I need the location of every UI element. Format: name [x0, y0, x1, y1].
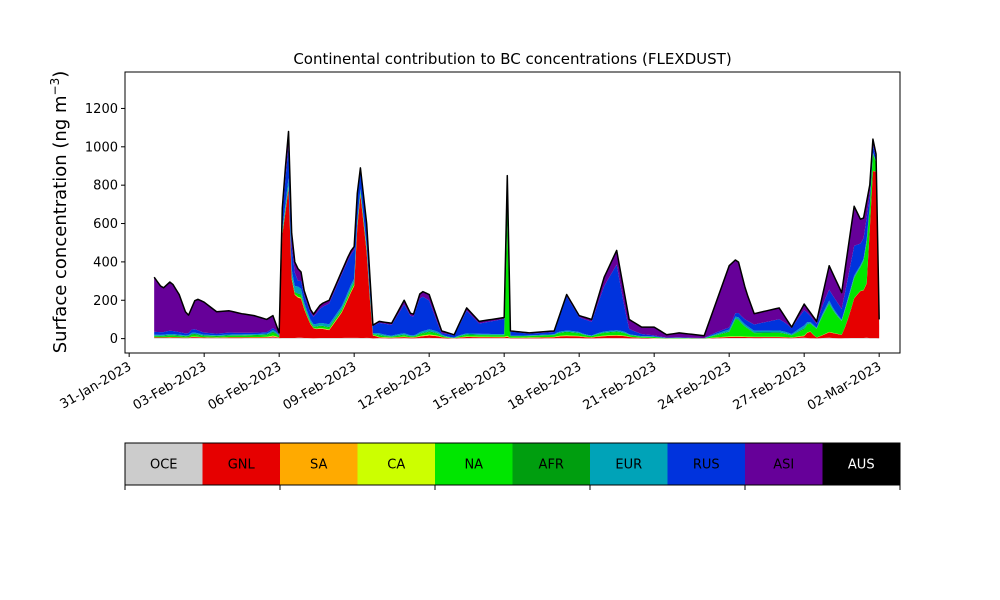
y-axis-label-exponent: −3 — [48, 78, 62, 96]
legend-swatch-oce — [125, 443, 203, 485]
legend-label-asi: ASI — [773, 458, 794, 473]
y-tick-label: 200 — [93, 294, 118, 309]
legend-frame — [124, 442, 901, 486]
y-axis-label-prefix: Surface concentration (ng m — [50, 95, 71, 353]
legend-label-afr: AFR — [539, 458, 564, 473]
legend-swatch-sa — [280, 443, 358, 485]
legend-label-oce: OCE — [150, 458, 178, 473]
y-tick-label: 800 — [93, 179, 118, 194]
legend-swatch-gnl — [202, 443, 280, 485]
legend-swatch-afr — [512, 443, 590, 485]
chart-title: Continental contribution to BC concentra… — [293, 50, 731, 68]
legend-label-rus: RUS — [693, 458, 720, 473]
plot-area — [153, 130, 880, 339]
legend-label-sa: SA — [310, 458, 327, 473]
y-tick-label: 600 — [93, 217, 118, 232]
legend-swatch-rus — [667, 443, 745, 485]
area-oce — [154, 337, 880, 339]
legend-label-na: NA — [464, 458, 483, 473]
legend-swatch-na — [435, 443, 513, 485]
legend-label-aus: AUS — [848, 458, 875, 473]
legend-label-gnl: GNL — [228, 458, 256, 473]
legend-label-eur: EUR — [615, 458, 642, 473]
y-tick-label: 1200 — [85, 102, 118, 117]
y-tick-label: 1000 — [85, 140, 118, 155]
y-axis-label-suffix: ) — [50, 71, 71, 78]
legend-swatch-asi — [745, 443, 823, 485]
legend-swatch-ca — [357, 443, 435, 485]
y-axis-label: Surface concentration (ng m−3) — [48, 71, 71, 354]
y-axis: 0 200 400 600 800 1000 1200 — [85, 102, 125, 347]
axes-frame — [124, 71, 901, 354]
y-tick-label: 400 — [93, 255, 118, 270]
legend-label-ca: CA — [387, 458, 405, 473]
colorbar-legend: OCE GNL SA CA NA AFR EUR RUS ASI AUS — [124, 442, 901, 490]
legend-swatch-aus — [822, 443, 900, 485]
y-tick-label: 0 — [110, 332, 118, 347]
legend-swatch-eur — [590, 443, 668, 485]
area-rus — [154, 144, 880, 339]
total-line — [153, 130, 880, 337]
